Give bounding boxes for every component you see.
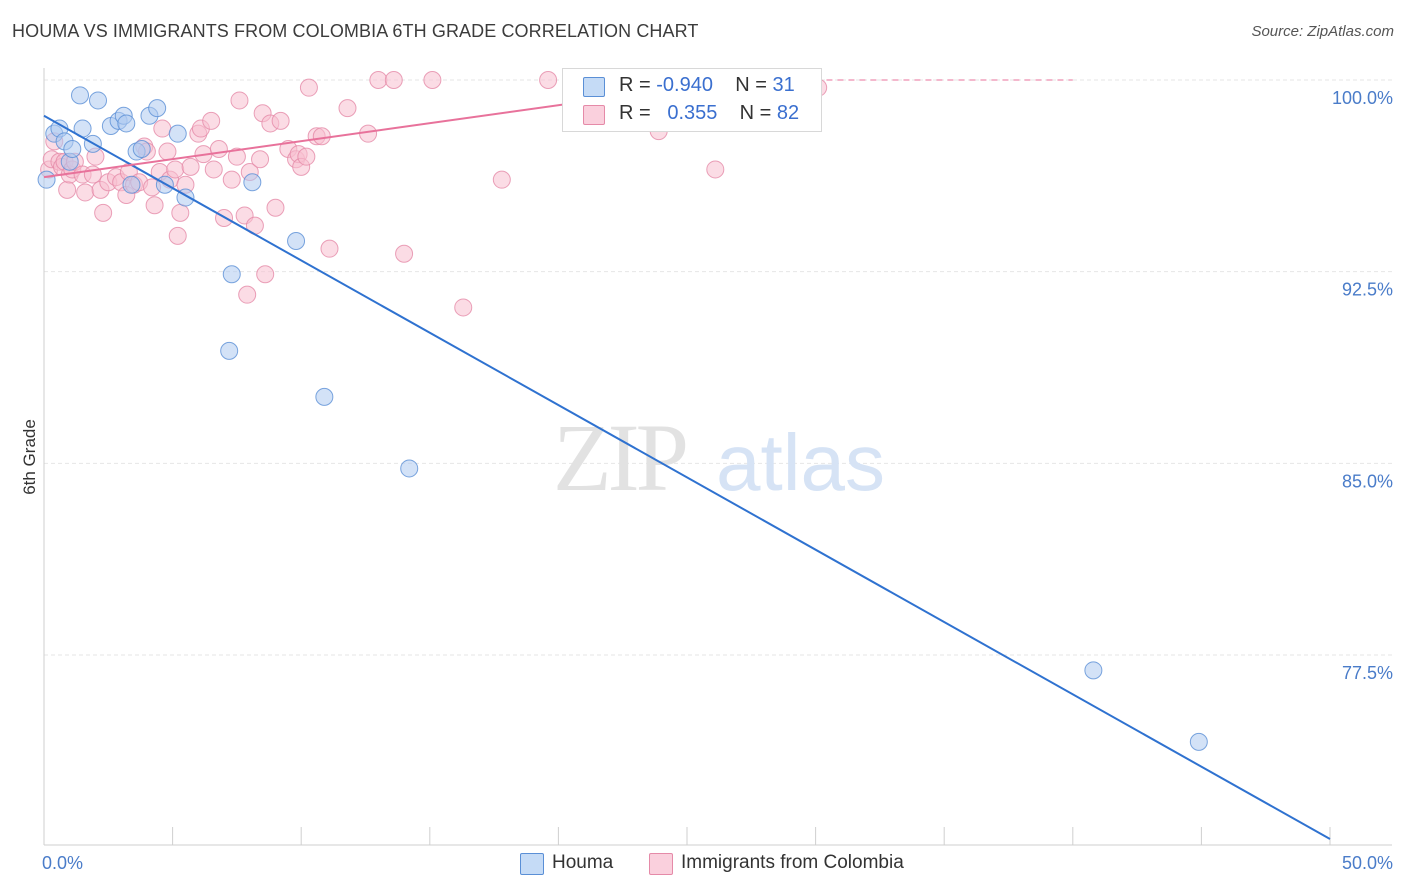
point-houma	[1189, 732, 1208, 751]
watermark: ZIP atlas	[553, 404, 885, 511]
point-houma	[37, 170, 56, 189]
bottom-legend-label-colombia: Immigrants from Colombia	[681, 852, 904, 873]
point-houma	[122, 175, 141, 194]
point-colombia	[297, 147, 316, 166]
x-tick-label-max: 50.0%	[1342, 853, 1393, 873]
point-colombia	[171, 203, 190, 222]
y-tick-labels: 100.0% 92.5% 85.0% 77.5%	[1332, 88, 1393, 683]
y-tick-label: 100.0%	[1332, 88, 1393, 108]
point-colombia	[384, 71, 403, 89]
point-houma	[132, 140, 151, 158]
point-colombia	[230, 91, 249, 110]
y-axis-title: 6th Grade	[20, 419, 39, 495]
point-colombia	[168, 226, 187, 245]
legend-r-value-colombia: 0.355	[667, 102, 718, 124]
legend-swatch-colombia	[583, 105, 605, 125]
legend-swatch-houma	[583, 77, 605, 97]
point-colombia	[238, 285, 257, 304]
point-colombia	[706, 160, 725, 179]
point-houma	[117, 114, 136, 133]
point-colombia	[94, 203, 113, 222]
x-tick-label-min: 0.0%	[42, 853, 83, 873]
point-colombia	[158, 142, 177, 161]
point-houma	[71, 86, 90, 105]
bottom-legend-label-houma: Houma	[552, 852, 614, 873]
point-houma	[287, 232, 306, 250]
point-colombia	[204, 160, 223, 179]
point-houma	[243, 173, 262, 192]
y-tick-label: 92.5%	[1342, 280, 1393, 300]
legend-n-label-colombia: N =	[739, 102, 772, 124]
legend-text-houma: R = -0.940 N = 31	[619, 74, 795, 97]
legend-r-value-houma: -0.940	[656, 74, 713, 96]
point-colombia	[202, 111, 221, 130]
point-colombia	[539, 71, 558, 89]
chart-title: HOUMA VS IMMIGRANTS FROM COLOMBIA 6TH GR…	[12, 21, 699, 41]
point-colombia	[256, 265, 275, 284]
point-houma	[400, 459, 419, 478]
point-colombia	[312, 127, 331, 146]
trend-lines	[43, 79, 1331, 840]
point-colombia	[454, 298, 473, 317]
bottom-legend-swatch-houma	[520, 853, 544, 875]
y-tick-label: 77.5%	[1342, 663, 1393, 683]
legend-r-label-colombia: R =	[619, 102, 651, 124]
point-colombia	[492, 170, 511, 189]
point-colombia	[266, 198, 285, 217]
point-colombia	[181, 157, 200, 176]
point-colombia	[395, 244, 414, 263]
legend-r-label-houma: R =	[619, 74, 651, 96]
point-houma	[63, 140, 82, 158]
point-colombia	[271, 111, 290, 130]
point-colombia	[423, 71, 442, 89]
point-colombia	[76, 183, 95, 202]
point-colombia	[58, 180, 77, 199]
point-colombia	[153, 119, 172, 138]
point-houma	[220, 341, 239, 360]
point-houma	[89, 91, 108, 110]
point-houma	[222, 265, 241, 284]
point-colombia	[320, 239, 339, 258]
legend-text-colombia: R = 0.355 N = 82	[619, 102, 799, 125]
point-colombia	[145, 196, 164, 215]
trend-line-houma	[43, 114, 1331, 840]
point-houma	[168, 124, 187, 143]
point-colombia	[369, 71, 388, 89]
point-colombia	[299, 78, 318, 97]
legend-n-value-houma: 31	[772, 74, 795, 96]
point-houma	[1084, 661, 1103, 680]
legend-n-value-colombia: 82	[776, 102, 800, 124]
chart-source: Source: ZipAtlas.com	[1251, 23, 1394, 40]
y-tick-label: 85.0%	[1342, 471, 1393, 491]
point-colombia	[166, 160, 185, 179]
watermark-atlas: atlas	[716, 418, 885, 507]
axes	[43, 68, 1392, 846]
point-colombia	[251, 150, 270, 169]
point-colombia	[359, 124, 378, 143]
point-houma	[315, 387, 334, 406]
legend-n-label-houma: N =	[735, 74, 767, 96]
bottom-legend-swatch-colombia	[649, 853, 673, 875]
point-colombia	[222, 170, 241, 189]
point-colombia	[338, 99, 357, 118]
correlation-legend: R = -0.940 N = 31 R = 0.355 N = 82	[562, 68, 822, 132]
watermark-zip: ZIP	[553, 404, 686, 511]
point-colombia	[227, 147, 246, 166]
point-colombia	[209, 140, 228, 158]
point-houma	[148, 99, 167, 118]
